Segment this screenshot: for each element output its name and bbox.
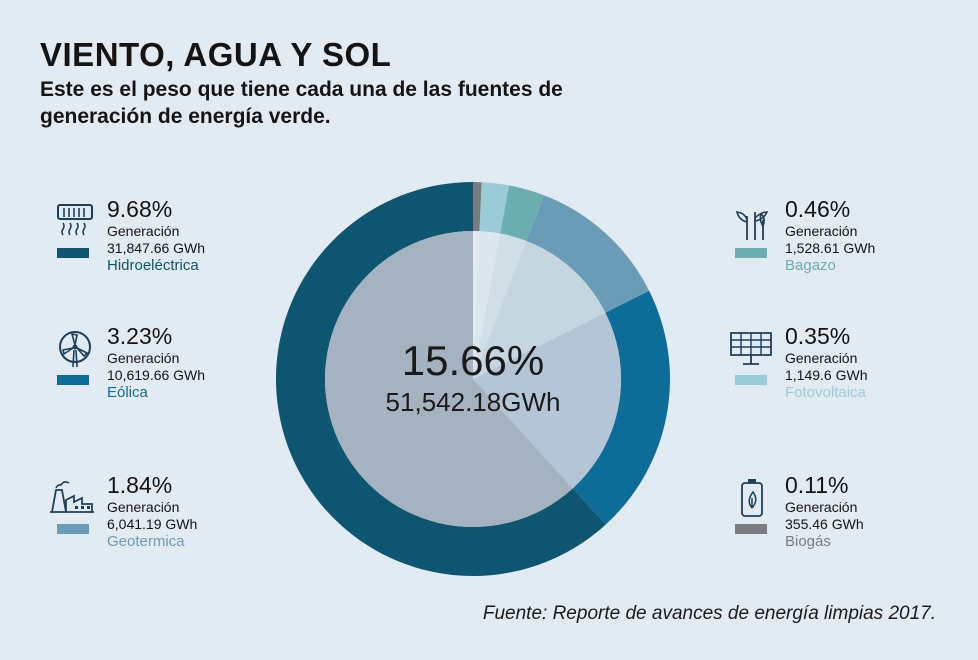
inner-slice-eólica bbox=[473, 312, 621, 489]
legend-swatch bbox=[735, 524, 767, 534]
inner-slice-bagazo bbox=[473, 233, 527, 379]
inner-slice-hidroeléctrica bbox=[325, 231, 573, 527]
legend-generation: Generación 355.46 GWh bbox=[785, 499, 864, 532]
ring-slice-fotovoltaica bbox=[479, 182, 510, 234]
legend-name: Biogás bbox=[785, 533, 831, 550]
ring-slice-biogás bbox=[473, 182, 482, 232]
legend-name: Fotovoltaica bbox=[785, 384, 866, 401]
legend-percent: 0.11% bbox=[785, 472, 849, 498]
hydro-dam-icon bbox=[57, 204, 93, 236]
legend-percent: 0.46% bbox=[785, 196, 851, 222]
source-note: Fuente: Reporte de avances de energía li… bbox=[482, 603, 936, 624]
sugarcane-icon bbox=[735, 211, 769, 240]
ring-slice-geotermica bbox=[526, 195, 650, 313]
legend-percent: 9.68% bbox=[107, 196, 173, 222]
legend-generation: Generación 31,847.66 GWh bbox=[107, 223, 206, 256]
legend-swatch bbox=[735, 375, 767, 385]
page-subtitle: Este es el peso que tiene cada una de la… bbox=[40, 78, 563, 128]
center-percent: 15.66% bbox=[401, 337, 545, 384]
geothermal-plant-icon bbox=[50, 481, 94, 513]
inner-slice-fotovoltaica bbox=[473, 231, 501, 379]
legend-generation: Generación 6,041.19 GWh bbox=[107, 499, 198, 532]
legend-generation: Generación 1,149.6 GWh bbox=[785, 350, 868, 383]
legend-generation: Generación 10,619.66 GWh bbox=[107, 350, 206, 383]
solar-panel-icon bbox=[730, 332, 772, 365]
ring-slice-bagazo bbox=[500, 185, 545, 241]
center-generation: 51,542.18GWh bbox=[385, 387, 561, 417]
legend-name: Hidroeléctrica bbox=[107, 257, 199, 274]
legend-percent: 0.35% bbox=[785, 323, 851, 349]
ring-slice-eólica bbox=[572, 290, 670, 525]
legend-swatch bbox=[57, 524, 89, 534]
battery-leaf-icon bbox=[741, 479, 763, 517]
wind-turbine-icon bbox=[59, 331, 91, 368]
legend-swatch bbox=[735, 248, 767, 258]
inner-pie bbox=[325, 231, 621, 527]
outer-ring bbox=[276, 182, 670, 576]
legend-percent: 1.84% bbox=[107, 472, 173, 498]
ring-slice-hidroeléctrica bbox=[276, 182, 606, 576]
legend-name: Geotermica bbox=[107, 533, 185, 550]
page-title: VIENTO, AGUA Y SOL bbox=[40, 36, 392, 73]
legend-percent: 3.23% bbox=[107, 323, 173, 349]
inner-slice-geotermica bbox=[473, 240, 606, 379]
legend-name: Eólica bbox=[107, 384, 148, 401]
legend-swatch bbox=[57, 375, 89, 385]
inner-slice-biogás bbox=[473, 231, 480, 379]
legend-name: Bagazo bbox=[785, 257, 836, 274]
legend-generation: Generación 1,528.61 GWh bbox=[785, 223, 876, 256]
legend-swatch bbox=[57, 248, 89, 258]
